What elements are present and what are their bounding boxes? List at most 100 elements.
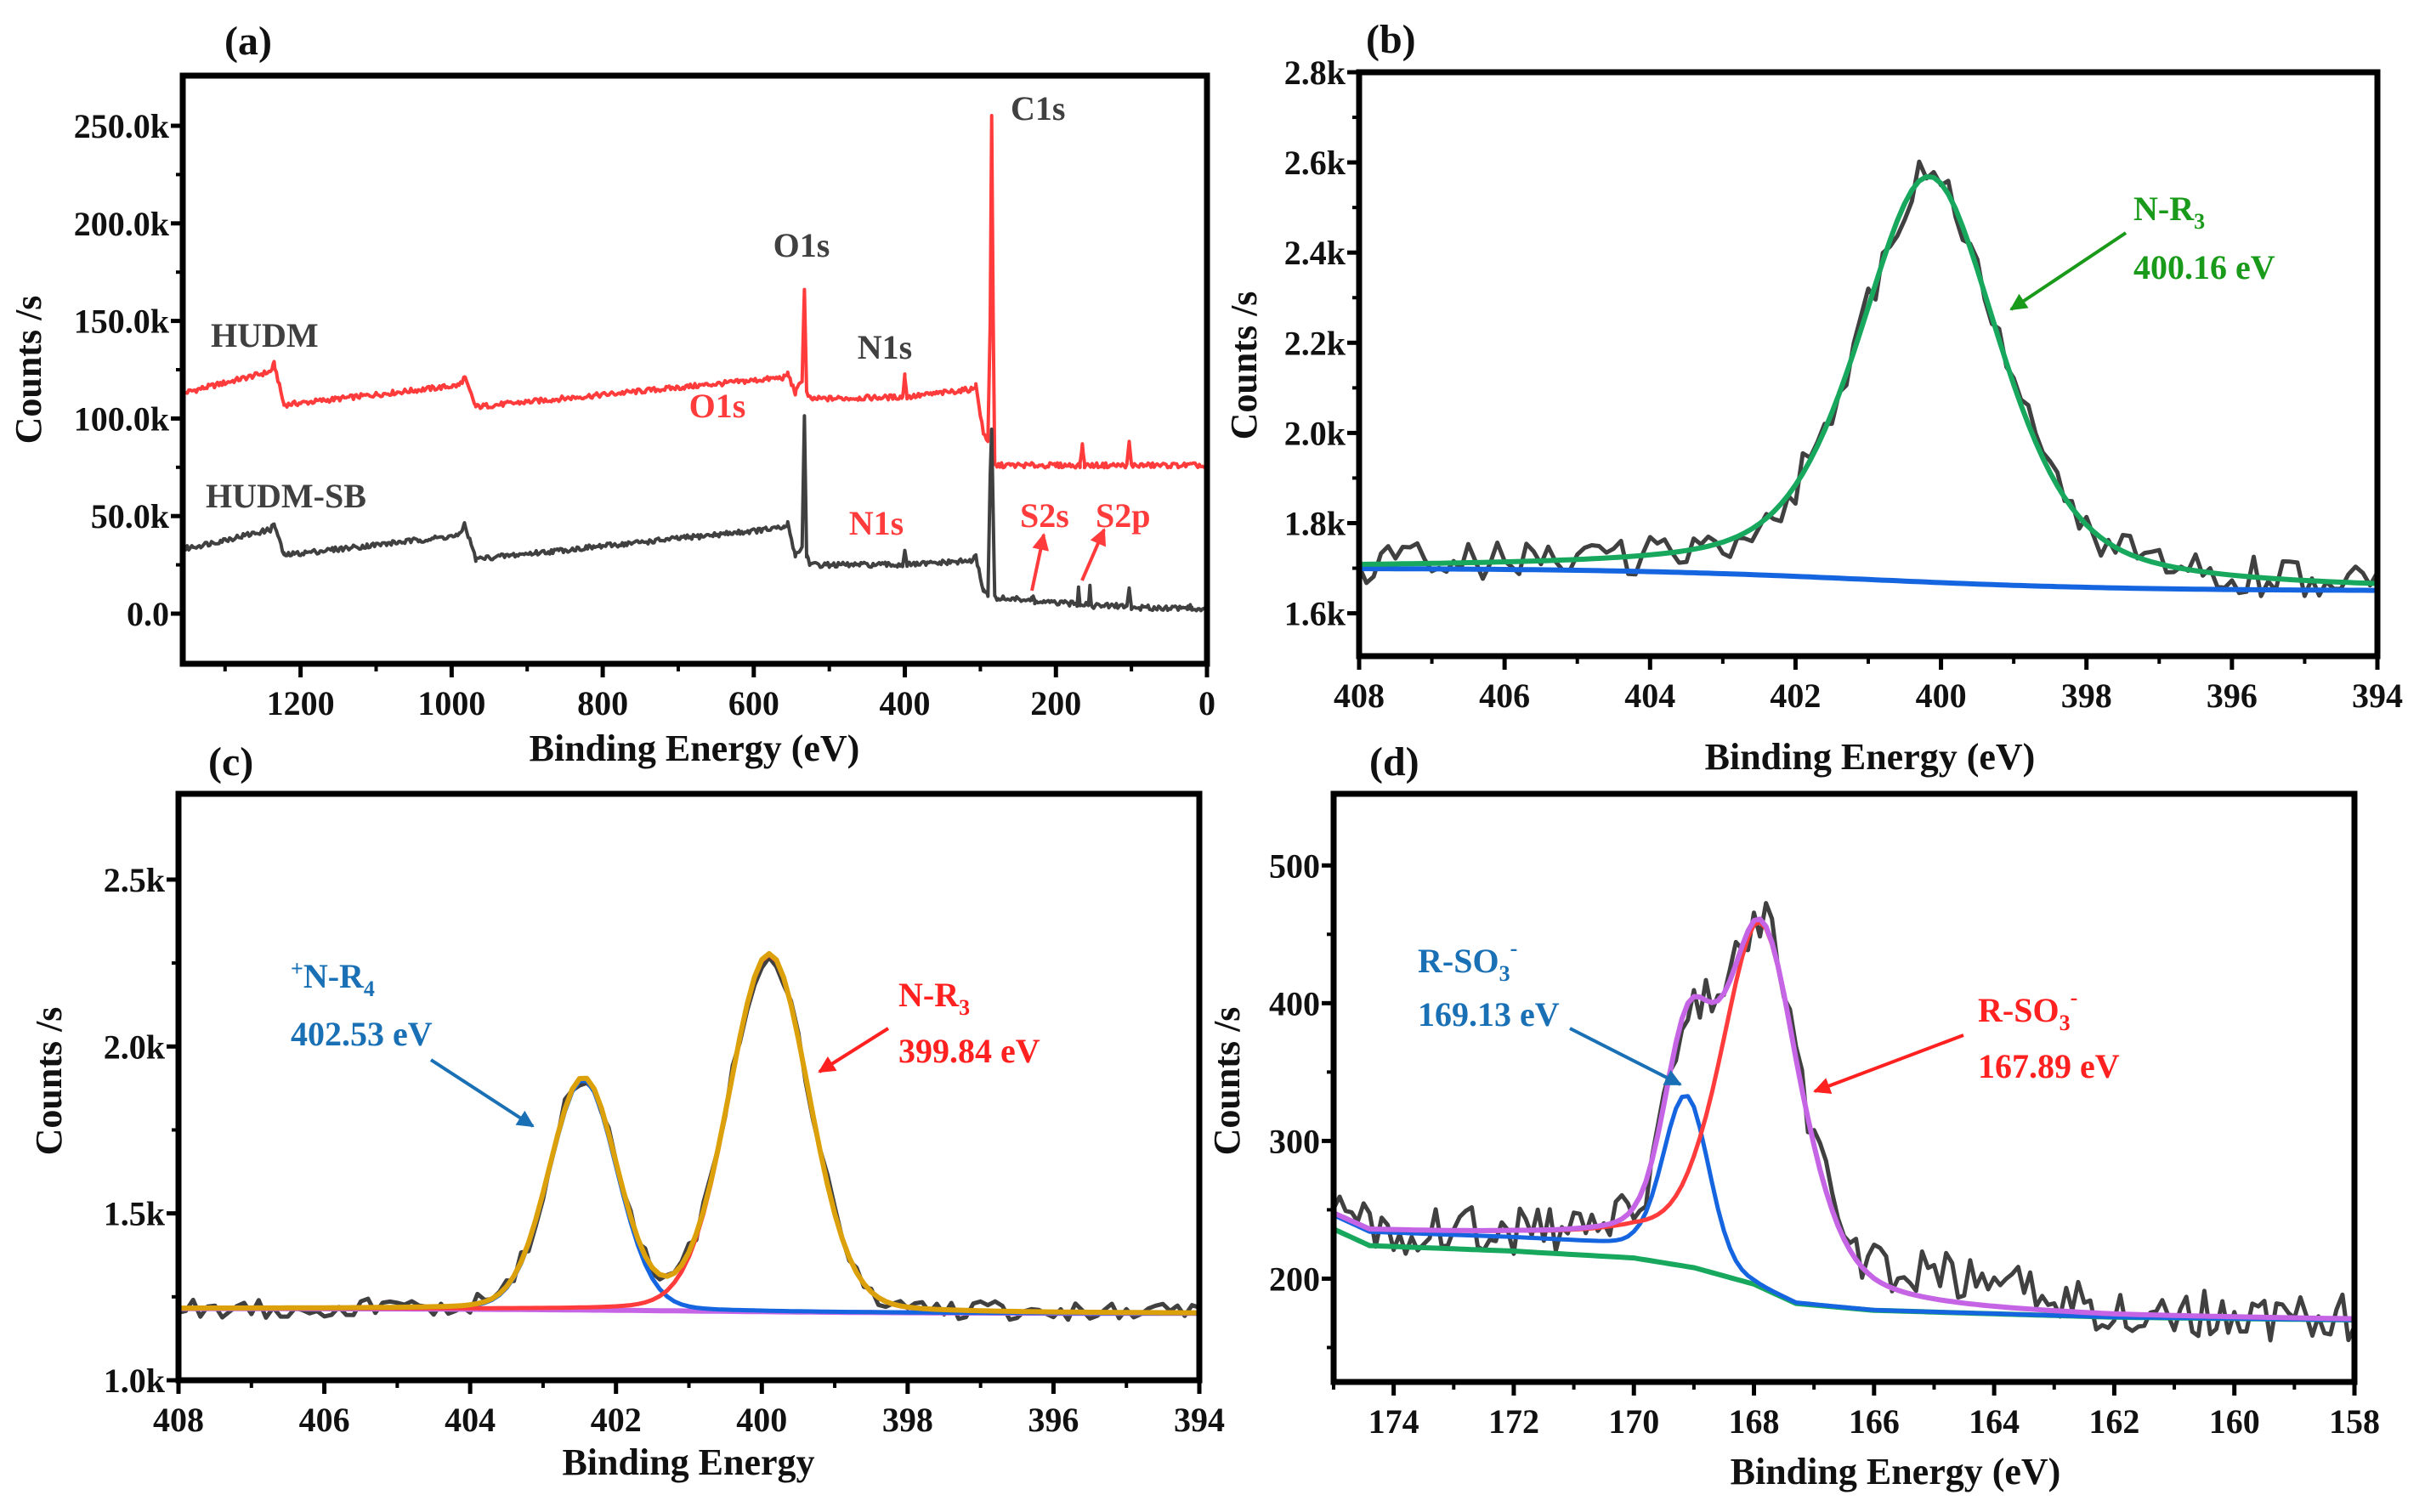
superscript: +: [291, 956, 303, 981]
x-tick-label: 158: [2329, 1402, 2380, 1441]
x-tick-label: 396: [1028, 1401, 1079, 1439]
annotation-label: N-R3: [898, 976, 970, 1020]
y-tick-label: 2.2k: [1284, 324, 1346, 362]
y-tick-label: 1.0k: [104, 1362, 166, 1400]
x-tick-label: 400: [736, 1401, 787, 1439]
panel-label: (a): [224, 19, 272, 64]
x-tick-label: 166: [1849, 1402, 1900, 1441]
y-tick-label: 200: [1269, 1260, 1320, 1298]
x-tick-label: 394: [2352, 677, 2403, 715]
annotation-label: 402.53 eV: [291, 1015, 433, 1053]
x-tick-label: 1000: [417, 684, 485, 722]
annotation-main: N-R: [898, 976, 960, 1014]
x-tick-label: 400: [880, 684, 931, 722]
y-tick-label: 200.0k: [74, 205, 170, 243]
panel-d: 174 172 170 168 166 164 162 160 158 200 300 400 500 (…: [1206, 739, 2380, 1492]
fit-peak-n-r3: [1359, 173, 2377, 586]
x-tick-label: 402: [591, 1401, 642, 1439]
annotation-label: S2p: [1096, 496, 1151, 535]
arrow-icon: [2009, 231, 2128, 311]
y-tick-label: 400: [1269, 984, 1320, 1022]
y-axis-label: Counts /s: [1206, 1007, 1248, 1156]
x-tick-label: 404: [1624, 677, 1675, 715]
annotation-label: 399.84 eV: [898, 1032, 1040, 1070]
annotation-main: R-SO: [1978, 991, 2060, 1029]
x-tick-label: 406: [299, 1401, 350, 1439]
x-tick-label: 394: [1174, 1401, 1225, 1439]
x-tick-label: 400: [1916, 677, 1967, 715]
annotation-main: N-R: [2133, 190, 2195, 228]
background-line: [1359, 566, 2377, 593]
arrow-icon: [1030, 533, 1050, 592]
x-tick-label: 170: [1608, 1402, 1659, 1441]
subscript: 4: [364, 977, 375, 1001]
y-axis-label: Counts /s: [28, 1007, 70, 1156]
arrow-icon: [1813, 1033, 1964, 1095]
y-tick-label: 150.0k: [74, 303, 170, 341]
panel-b: 408 406 404 402 400 398 396 394 1.6k 1.8k 2.0k 2.2k…: [1223, 17, 2403, 778]
x-tick-label: 396: [2207, 677, 2258, 715]
annotation-label: HUDM: [211, 316, 319, 354]
y-tick-label: 1.8k: [1284, 505, 1346, 543]
x-tick-label: 800: [577, 684, 628, 722]
panel-label: (b): [1366, 17, 1416, 62]
y-tick-label: 1.6k: [1284, 595, 1346, 633]
plot-area: [183, 114, 1207, 613]
x-tick-label: 0: [1198, 684, 1215, 722]
arrow-icon: [1569, 1027, 1682, 1086]
x-tick-label: 600: [728, 684, 779, 722]
annotation-label: S2s: [1020, 496, 1069, 535]
y-tick-label: 500: [1269, 847, 1320, 885]
annotation-label: O1s: [773, 226, 830, 264]
y-tick-label: 50.0k: [91, 497, 170, 535]
panel-a: 1200 1000 800 600 400 200 0 0.0 50.0k 100.0k 150.0…: [8, 19, 1215, 769]
annotation-label: R-SO3-: [1978, 985, 2077, 1035]
x-tick-label: 406: [1479, 677, 1530, 715]
panel-label: (c): [208, 739, 253, 784]
subscript: 3: [1499, 961, 1510, 986]
x-tick-label: 162: [2088, 1402, 2139, 1441]
arrow-icon: [818, 1027, 890, 1073]
panel-c: 408 406 404 402 400 398 396 394 1.0k 1.5k 2.0k 2.5k…: [28, 739, 1225, 1483]
y-tick-label: 300: [1269, 1122, 1320, 1160]
annotation-label: 400.16 eV: [2133, 248, 2275, 286]
x-axis-label: Binding Energy: [562, 1441, 814, 1483]
x-tick-label: 398: [882, 1401, 933, 1439]
plot-area: [178, 951, 1199, 1322]
annotation-label: HUDM-SB: [206, 477, 366, 515]
y-tick-label: 250.0k: [74, 107, 170, 145]
plot-area: [1359, 159, 2377, 598]
plot-frame: [1330, 790, 2358, 1385]
y-tick-label: 2.5k: [104, 861, 166, 899]
annotation-main: N-R: [303, 957, 365, 995]
x-axis-label: Binding Energy (eV): [1705, 736, 2036, 778]
annotation-label: C1s: [1011, 89, 1065, 127]
x-tick-label: 200: [1030, 684, 1081, 722]
fit-envelope: [178, 951, 1199, 1316]
y-tick-label: 0.0: [127, 595, 169, 633]
annotation-label: 169.13 eV: [1418, 995, 1560, 1033]
x-tick-label: 160: [2209, 1402, 2260, 1441]
panel-label: (d): [1369, 739, 1419, 784]
subscript: 3: [959, 995, 970, 1020]
annotation-label: N1s: [849, 504, 904, 542]
y-tick-label: 100.0k: [74, 399, 170, 438]
superscript: -: [2071, 985, 2078, 1010]
annotation-label: R-SO3-: [1418, 936, 1517, 986]
arrow-icon: [429, 1058, 535, 1128]
x-axis-label: Binding Energy (eV): [1731, 1451, 2061, 1492]
annotation-label: N-R3: [2133, 190, 2205, 234]
x-tick-label: 168: [1729, 1402, 1780, 1441]
annotation-label: N1s: [858, 328, 912, 366]
x-tick-label: 408: [1334, 677, 1385, 715]
y-tick-label: 2.6k: [1284, 144, 1346, 182]
plot-area: [1334, 901, 2354, 1343]
annotation-label: 167.89 eV: [1978, 1047, 2120, 1085]
y-axis-label: Counts /s: [8, 296, 49, 445]
y-axis-label: Counts /s: [1223, 292, 1265, 440]
annotation-main: R-SO: [1418, 942, 1499, 980]
x-tick-label: 402: [1770, 677, 1821, 715]
x-tick-label: 1200: [267, 684, 335, 722]
